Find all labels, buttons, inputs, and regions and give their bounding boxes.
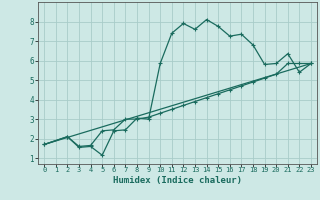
- X-axis label: Humidex (Indice chaleur): Humidex (Indice chaleur): [113, 176, 242, 185]
